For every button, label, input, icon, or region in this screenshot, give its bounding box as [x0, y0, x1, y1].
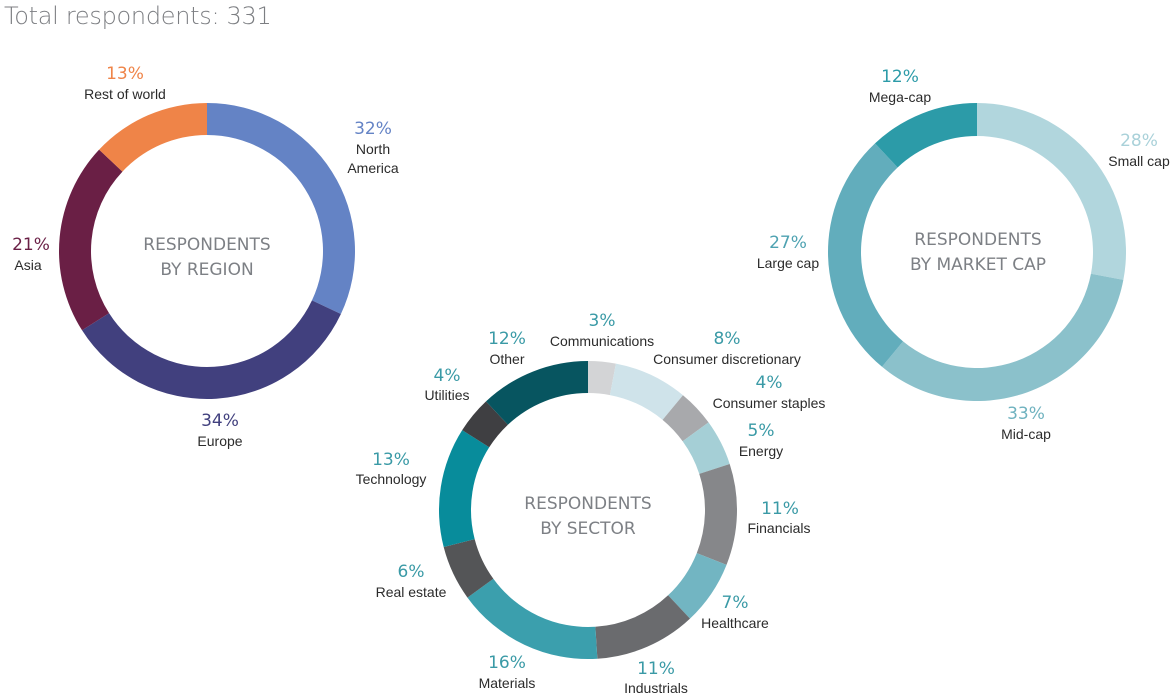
- chart-center-title: BY SECTOR: [540, 519, 636, 539]
- category-label-north-america: America: [347, 160, 399, 176]
- category-label-asia: Asia: [14, 257, 41, 273]
- chart-center-title: RESPONDENTS: [143, 235, 270, 255]
- value-label-technology: 13%: [372, 450, 410, 470]
- slice-asia: [58, 149, 123, 331]
- slice-consumer-discretionary: [609, 363, 683, 420]
- chart-center-title: BY MARKET CAP: [910, 255, 1046, 275]
- chart-center-title: RESPONDENTS: [524, 494, 651, 514]
- slice-europe: [82, 300, 341, 399]
- value-label-mega-cap: 12%: [881, 67, 919, 87]
- category-label-technology: Technology: [356, 471, 427, 487]
- slice-healthcare: [668, 553, 727, 619]
- value-label-other: 12%: [488, 329, 526, 349]
- category-label-europe: Europe: [197, 433, 242, 449]
- category-label-small-cap: Small cap: [1108, 153, 1170, 169]
- slice-industrials: [595, 595, 690, 659]
- slice-mid-cap: [882, 273, 1124, 402]
- slice-real-estate: [443, 539, 494, 598]
- donut-chart-respondents-by-region: 32% North America 34% Europe 21% Asia 13% Rest o…: [12, 64, 399, 449]
- chart-center-title: RESPONDENTS: [914, 230, 1041, 250]
- slice-utilities: [462, 401, 508, 448]
- category-label-mid-cap: Mid-cap: [1001, 426, 1051, 442]
- slice-other: [486, 361, 588, 425]
- value-label-asia: 21%: [12, 235, 50, 255]
- category-label-utilities: Utilities: [424, 387, 469, 403]
- category-label-consumer-staples: Consumer staples: [713, 395, 826, 411]
- category-label-other: Other: [489, 351, 524, 367]
- category-label-communications: Communications: [550, 333, 654, 349]
- value-label-consumer-staples: 4%: [756, 373, 783, 393]
- category-label-consumer-discretionary: Consumer discretionary: [653, 351, 801, 367]
- value-label-real-estate: 6%: [398, 562, 425, 582]
- category-label-industrials: Industrials: [624, 680, 688, 696]
- value-label-small-cap: 28%: [1120, 131, 1158, 151]
- value-label-europe: 34%: [201, 411, 239, 431]
- value-label-financials: 11%: [761, 499, 799, 519]
- slice-consumer-staples: [662, 395, 709, 442]
- slice-north-america: [207, 103, 355, 315]
- value-label-industrials: 11%: [637, 659, 675, 679]
- value-label-energy: 5%: [748, 421, 775, 441]
- value-label-healthcare: 7%: [722, 593, 749, 613]
- slice-small-cap: [977, 103, 1127, 280]
- slice-rest-of-world: [99, 103, 207, 172]
- value-label-large-cap: 27%: [769, 233, 807, 253]
- category-label-mega-cap: Mega-cap: [869, 89, 931, 105]
- category-label-healthcare: Healthcare: [701, 615, 769, 631]
- slice-materials: [467, 578, 598, 659]
- value-label-rest-of-world: 13%: [106, 64, 144, 84]
- slice-energy: [682, 422, 730, 474]
- category-label-north-america: North: [356, 141, 390, 157]
- category-label-real-estate: Real estate: [376, 584, 447, 600]
- category-label-financials: Financials: [747, 520, 810, 536]
- chart-center-title: BY REGION: [160, 260, 253, 280]
- value-label-north-america: 32%: [354, 119, 392, 139]
- value-label-communications: 3%: [589, 311, 616, 331]
- slice-large-cap: [828, 143, 904, 367]
- slice-financials: [696, 463, 737, 565]
- donut-chart-respondents-by-sector: 3% Communications 8% Consumer discretionary…: [356, 311, 826, 696]
- category-label-materials: Materials: [479, 675, 536, 691]
- value-label-materials: 16%: [488, 653, 526, 673]
- value-label-consumer-discretionary: 8%: [714, 329, 741, 349]
- donut-chart-respondents-by-market-cap: 28% Small cap 33% Mid-cap 27% Large cap 12% Meg…: [757, 67, 1170, 442]
- category-label-large-cap: Large cap: [757, 255, 819, 271]
- total-respondents: Total respondents: 331: [4, 2, 272, 30]
- category-label-energy: Energy: [739, 443, 783, 459]
- slice-mega-cap: [875, 103, 977, 168]
- slice-communications: [588, 361, 616, 396]
- slice-technology: [439, 430, 490, 548]
- category-label-rest-of-world: Rest of world: [84, 86, 166, 102]
- value-label-utilities: 4%: [434, 366, 461, 386]
- value-label-mid-cap: 33%: [1007, 404, 1045, 424]
